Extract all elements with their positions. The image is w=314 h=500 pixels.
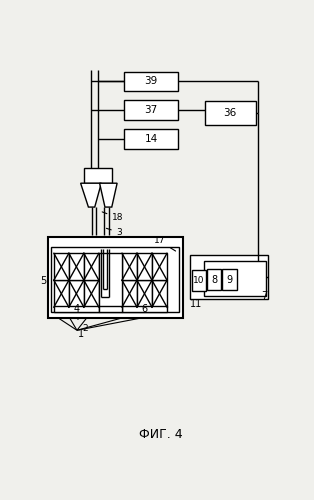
Bar — [99, 306, 122, 312]
Bar — [122, 254, 137, 280]
Text: 17: 17 — [154, 236, 176, 251]
Text: ФИГ. 4: ФИГ. 4 — [139, 428, 183, 440]
Polygon shape — [100, 183, 117, 207]
Bar — [122, 280, 137, 307]
Bar — [51, 246, 179, 312]
Text: 4: 4 — [73, 304, 79, 314]
Bar — [152, 280, 167, 307]
Text: 1: 1 — [78, 329, 84, 339]
Text: 10: 10 — [193, 276, 205, 285]
Bar — [99, 254, 122, 307]
Bar — [205, 101, 256, 124]
Text: 11: 11 — [190, 299, 202, 309]
Bar — [69, 280, 84, 307]
Bar — [223, 269, 237, 290]
Bar — [122, 306, 167, 312]
Bar — [124, 72, 178, 91]
Bar — [190, 255, 268, 300]
Text: 39: 39 — [144, 76, 158, 86]
Text: 9: 9 — [226, 274, 233, 284]
Bar — [124, 130, 178, 148]
Bar — [192, 270, 206, 291]
Text: 8: 8 — [211, 274, 217, 284]
Bar — [84, 280, 99, 307]
Bar — [124, 100, 178, 119]
Text: 2: 2 — [77, 318, 88, 333]
Text: 5: 5 — [40, 276, 46, 286]
Text: 6: 6 — [141, 304, 148, 314]
Bar — [84, 254, 99, 280]
Bar — [203, 261, 266, 296]
Bar — [137, 254, 152, 280]
Bar — [54, 280, 69, 307]
Bar — [69, 254, 84, 280]
Text: 7: 7 — [261, 290, 268, 300]
Bar — [84, 168, 112, 183]
Bar — [54, 254, 69, 280]
Bar — [137, 280, 152, 307]
Bar — [152, 254, 167, 280]
Bar — [48, 237, 183, 318]
Bar — [54, 306, 99, 312]
Text: 14: 14 — [144, 134, 158, 144]
Text: 36: 36 — [224, 108, 237, 118]
Text: 3: 3 — [106, 228, 122, 237]
Text: 37: 37 — [144, 105, 158, 115]
Polygon shape — [81, 183, 101, 207]
Text: 18: 18 — [102, 212, 124, 222]
Bar — [207, 269, 221, 290]
